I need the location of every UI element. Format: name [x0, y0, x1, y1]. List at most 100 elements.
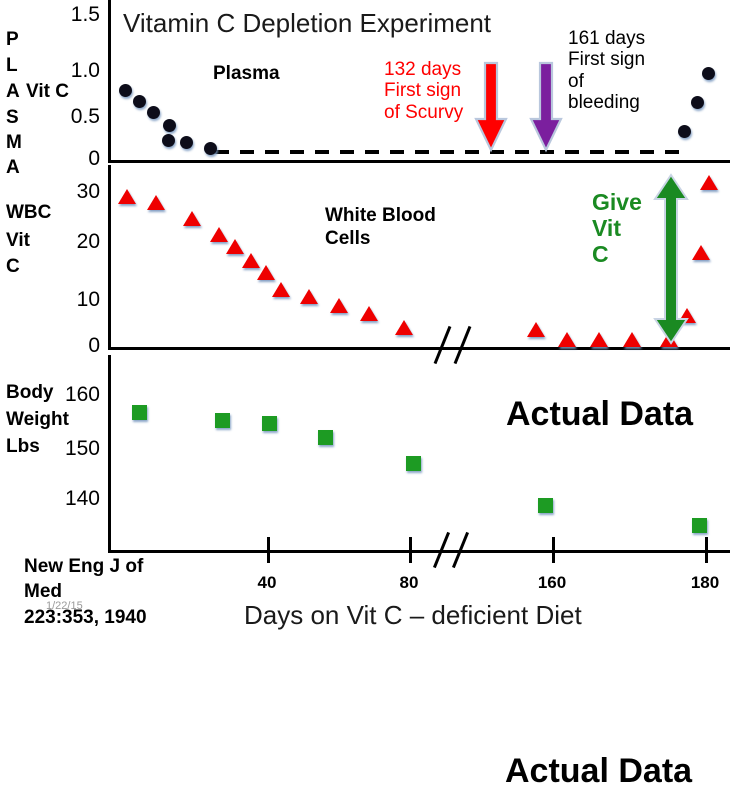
weight-data-point — [318, 430, 333, 445]
actual-data-label: Actual Data — [506, 395, 694, 433]
scurvy-down-arrow-icon — [474, 61, 508, 158]
timestamp: 1/22/15 — [46, 600, 83, 612]
plasma-x-axis — [108, 160, 730, 163]
wbc-data-point — [272, 282, 290, 297]
citation-line1: New Eng J of — [24, 556, 144, 577]
plasma-axis-letter-a2: A — [6, 157, 20, 178]
bleeding-annotation-line1: 161 days — [568, 28, 646, 49]
weight-data-point — [132, 405, 147, 420]
wbc-data-point — [242, 253, 260, 268]
wbc-data-point — [210, 227, 228, 242]
chart-title: Vitamin C Depletion Experiment — [123, 8, 492, 38]
wbc-data-point — [623, 332, 641, 347]
plasma-reference-line — [215, 150, 685, 154]
weight-x-axis — [108, 550, 730, 553]
x-tick-label-40: 40 — [257, 573, 277, 592]
plasma-data-point — [204, 142, 217, 155]
scurvy-annotation-line3: of Scurvy — [384, 101, 464, 123]
wbc-axis-label-line2: Vit — [6, 230, 30, 251]
plasma-data-point — [162, 134, 175, 147]
wbc-axis-label-line3: C — [6, 256, 20, 277]
wbc-axis-label-line1: WBC — [6, 202, 52, 223]
give-vit-c-line3: C — [592, 240, 609, 267]
plasma-data-point — [163, 119, 176, 132]
x-tick-label-160: 160 — [537, 573, 567, 592]
weight-panel: Body Weight Lbs 160 150 140 Actual Data — [0, 355, 744, 790]
wbc-data-point — [395, 320, 413, 335]
bleeding-annotation-line4: bleeding — [568, 91, 640, 113]
wbc-data-point — [590, 332, 608, 347]
bleeding-annotation-line3: of — [568, 70, 584, 92]
wbc-series-label-line1: White Blood — [325, 205, 436, 226]
x-tick-mark-80 — [409, 537, 412, 563]
weight-axis-label-line3: Lbs — [6, 436, 40, 457]
weight-ytick-160: 160 — [64, 383, 100, 406]
wbc-data-point — [527, 322, 545, 337]
wbc-data-point — [147, 195, 165, 210]
give-vit-c-annotation: Give Vit C — [592, 189, 642, 267]
wbc-data-point — [300, 289, 318, 304]
wbc-data-point — [330, 298, 348, 313]
plasma-ytick-0: 0 — [88, 147, 100, 170]
plasma-ytick-1_5: 1.5 — [70, 3, 100, 26]
weight-y-axis — [108, 355, 111, 553]
weight-ytick-150: 150 — [64, 437, 100, 460]
bleeding-annotation: 161 days First sign of bleeding — [568, 28, 645, 113]
scurvy-annotation-line1: 132 days — [384, 59, 462, 80]
plasma-series-label: Plasma — [213, 63, 280, 84]
plasma-ytick-0_5: 0.5 — [70, 105, 100, 128]
give-vit-c-line2: Vit — [592, 214, 621, 241]
plasma-axis-letter-l: L — [6, 55, 18, 76]
bleeding-down-arrow-icon — [529, 61, 563, 158]
plasma-axis-letter-s: S — [6, 107, 19, 128]
weight-data-point — [262, 416, 277, 431]
plasma-panel: P L A Vit C S M A 1.5 1.0 0.5 0 Vitamin … — [0, 0, 744, 177]
plasma-axis-letter-a1: A — [6, 81, 20, 102]
wbc-data-point — [692, 245, 710, 260]
citation-line3: 223:353, 1940 — [24, 607, 147, 628]
weight-axis-label-line2: Weight — [6, 409, 69, 430]
plasma-data-point — [180, 136, 193, 149]
wbc-data-point — [183, 211, 201, 226]
scurvy-annotation: 132 days First sign of Scurvy — [384, 59, 463, 123]
wbc-data-point — [558, 332, 576, 347]
weight-data-point — [692, 518, 707, 533]
wbc-data-point — [360, 306, 378, 321]
x-tick-label-80: 80 — [399, 573, 419, 592]
wbc-x-axis — [108, 347, 730, 350]
wbc-data-point — [226, 239, 244, 254]
plasma-data-point — [678, 125, 691, 138]
x-tick-mark-40 — [267, 537, 270, 563]
plasma-unit-label: Vit C — [26, 81, 69, 102]
give-vit-c-double-arrow-icon — [651, 173, 691, 350]
x-tick-mark-180 — [705, 537, 708, 563]
wbc-panel: WBC Vit C 30 20 10 0 White Blood Cells — [0, 165, 744, 365]
weight-data-point — [215, 413, 230, 428]
wbc-data-point — [118, 189, 136, 204]
x-tick-mark-160 — [552, 537, 555, 563]
plasma-data-point — [133, 95, 146, 108]
wbc-data-point — [257, 265, 275, 280]
wbc-series-label-line2: Cells — [325, 228, 371, 249]
weight-data-point — [406, 456, 421, 471]
plasma-data-point — [119, 84, 132, 97]
wbc-ytick-30: 30 — [76, 180, 100, 203]
wbc-data-point — [700, 175, 718, 190]
actual-data-callout: Actual Data — [505, 752, 693, 790]
give-vit-c-line1: Give — [592, 189, 642, 215]
wbc-ytick-10: 10 — [76, 288, 100, 311]
plasma-axis-letter-m: M — [6, 132, 22, 153]
weight-axis-label-line1: Body — [6, 382, 54, 403]
weight-ytick-140: 140 — [64, 487, 100, 510]
plasma-y-axis — [108, 0, 111, 163]
x-tick-label-180: 180 — [690, 573, 720, 592]
plasma-ytick-1_0: 1.0 — [70, 59, 100, 82]
plasma-data-point — [702, 67, 715, 80]
bleeding-annotation-line2: First sign — [568, 49, 646, 71]
x-axis-title: Days on Vit C – deficient Diet — [244, 600, 582, 630]
wbc-ytick-0: 0 — [88, 334, 100, 357]
plasma-data-point — [691, 96, 704, 109]
citation-line2: Med — [24, 581, 62, 602]
weight-data-point — [538, 498, 553, 513]
